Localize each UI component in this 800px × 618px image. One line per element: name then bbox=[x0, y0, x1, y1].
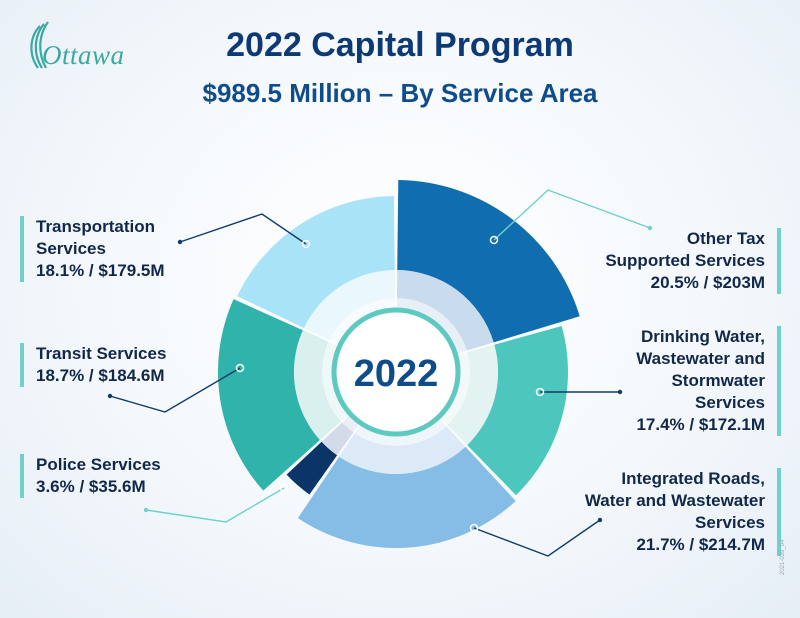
label-transit-name-1: Transit Services bbox=[36, 344, 167, 363]
label-drinking-water-name-4: Services bbox=[695, 393, 765, 412]
pie-slice-drinking-water bbox=[467, 325, 568, 496]
pie-slice-transit bbox=[218, 299, 320, 491]
pie-slice-integrated-roads bbox=[297, 446, 516, 548]
center-disk bbox=[331, 307, 461, 437]
label-drinking-water-name-2: Wastewater and bbox=[636, 349, 765, 368]
label-drinking-water-name-3: Stormwater bbox=[671, 371, 765, 390]
logo-wordmark: Ottawa bbox=[42, 40, 125, 70]
pie-slice-other-tax bbox=[397, 180, 580, 343]
center-year-label: 2022 bbox=[354, 353, 439, 395]
leader-end-transportation bbox=[177, 239, 183, 245]
label-transit: Transit Services 18.7% / $184.6M bbox=[20, 343, 226, 387]
label-transportation-value: 18.1% / $179.5M bbox=[36, 261, 165, 280]
label-integrated-roads-name-1: Integrated Roads, bbox=[621, 469, 765, 488]
label-police-name-1: Police Services bbox=[36, 455, 161, 474]
pie-inner-slice-drinking-water bbox=[439, 344, 498, 446]
label-integrated-roads-name-3: Services bbox=[695, 513, 765, 532]
leader-dot-transportation bbox=[301, 239, 311, 249]
ottawa-logo-mark bbox=[30, 21, 49, 69]
label-drinking-water-name-1: Drinking Water, bbox=[640, 327, 765, 346]
footer-code: 2021-039_04 bbox=[780, 539, 786, 575]
leader-line-police bbox=[145, 487, 285, 523]
label-other-tax-value: 20.5% / $203M bbox=[650, 273, 765, 292]
page-title: 2022 Capital Program bbox=[226, 26, 574, 64]
leader-end-other-tax bbox=[647, 225, 653, 231]
label-drinking-water: Drinking Water, Wastewater and Stormwate… bbox=[560, 326, 781, 436]
pie-inner-slice-transportation bbox=[303, 270, 396, 346]
label-transportation: Transportation Services 18.1% / $179.5M bbox=[20, 216, 226, 282]
ottawa-logo: Ottawa bbox=[22, 20, 152, 76]
leader-line-integrated-roads bbox=[473, 519, 601, 557]
label-transportation-name-2: Services bbox=[36, 239, 106, 258]
label-drinking-water-value: 17.4% / $172.1M bbox=[636, 415, 765, 434]
label-police-value: 3.6% / $35.6M bbox=[36, 477, 146, 496]
leader-dot-other-tax bbox=[489, 235, 499, 245]
label-integrated-roads-value: 21.7% / $214.7M bbox=[636, 535, 765, 554]
label-integrated-roads-name-2: Water and Wastewater bbox=[584, 491, 765, 510]
label-transportation-name-1: Transportation bbox=[36, 217, 156, 236]
leader-line-other-tax bbox=[493, 189, 651, 241]
leader-end-transit bbox=[107, 393, 113, 399]
leader-line-transportation bbox=[179, 213, 307, 245]
leader-dot-drinking-water bbox=[535, 387, 545, 397]
pie-slice-police bbox=[286, 441, 338, 495]
leader-dot-transit bbox=[235, 363, 245, 373]
label-police: Police Services 3.6% / $35.6M bbox=[20, 454, 226, 498]
label-other-tax-name-2: Supported Services bbox=[605, 251, 765, 270]
label-other-tax: Other Tax Supported Services 20.5% / $20… bbox=[560, 228, 781, 294]
leader-end-integrated-roads bbox=[597, 517, 603, 523]
page-subtitle: $989.5 Million – By Service Area bbox=[202, 78, 598, 108]
leader-dot-integrated-roads bbox=[469, 523, 479, 533]
leader-end-drinking-water bbox=[617, 389, 623, 395]
leader-end-police bbox=[143, 507, 149, 513]
label-other-tax-name-1: Other Tax bbox=[686, 229, 765, 248]
label-integrated-roads: Integrated Roads, Water and Wastewater S… bbox=[560, 468, 781, 556]
pie-slice-transportation bbox=[237, 196, 395, 329]
label-transit-value: 18.7% / $184.6M bbox=[36, 366, 165, 385]
leader-dot-police bbox=[279, 483, 289, 493]
pie-inner-slice-other-tax bbox=[396, 270, 494, 354]
leader-line-transit bbox=[109, 367, 241, 413]
